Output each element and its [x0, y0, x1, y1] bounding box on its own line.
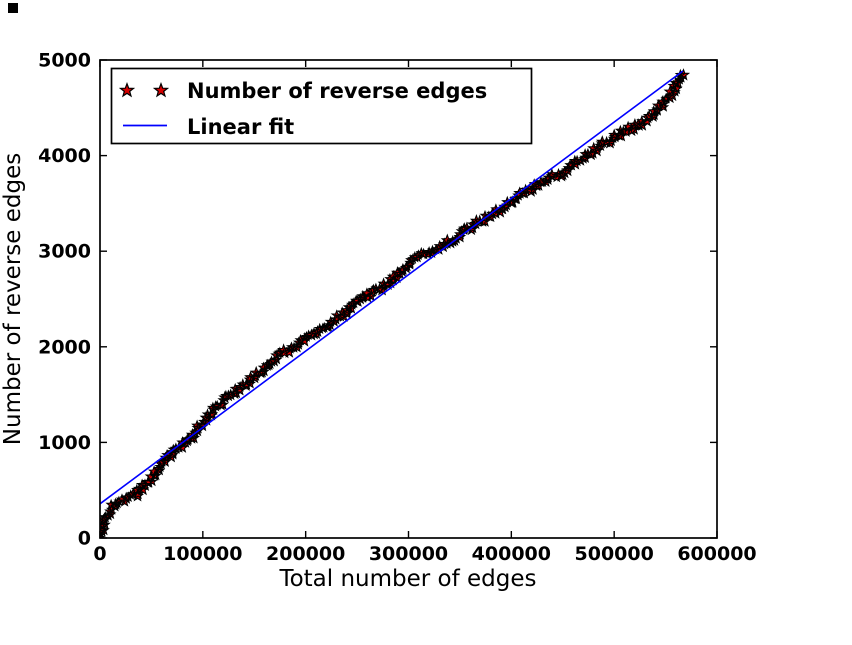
- x-tick-label: 200000: [266, 543, 345, 565]
- legend-box: [110, 67, 533, 145]
- y-tick-label: 2000: [38, 336, 91, 358]
- y-tick-label: 0: [78, 528, 91, 550]
- legend-label-line: Linear fit: [187, 115, 294, 139]
- linear-fit-line: [100, 70, 684, 505]
- axis-tick-labels: 0 100000 200000 300000 400000 500000 600000 0 10…: [38, 50, 757, 566]
- y-tick-label: 1000: [38, 432, 91, 454]
- screenshot-artifact: [8, 3, 18, 13]
- x-tick-label: 100000: [163, 543, 242, 565]
- x-axis-label: Total number of edges: [278, 566, 536, 592]
- x-tick-label: 600000: [677, 543, 756, 565]
- axis-ticks: [99, 59, 718, 539]
- legend-star-icon: [152, 82, 170, 98]
- x-tick-label: 500000: [575, 543, 654, 565]
- y-tick-label: 4000: [38, 145, 91, 167]
- scatter-band-star-markers: [100, 68, 691, 538]
- y-tick-label: 5000: [38, 50, 91, 72]
- legend: Number of reverse edges Linear fit: [110, 67, 533, 145]
- legend-star-icon: [118, 82, 136, 98]
- y-axis-label: Number of reverse edges: [0, 153, 26, 445]
- legend-label-scatter: Number of reverse edges: [187, 79, 487, 103]
- plot-series: [100, 68, 691, 538]
- y-tick-label: 3000: [38, 241, 91, 263]
- x-tick-label: 0: [93, 543, 106, 565]
- x-tick-label: 400000: [472, 543, 551, 565]
- x-tick-label: 300000: [369, 543, 448, 565]
